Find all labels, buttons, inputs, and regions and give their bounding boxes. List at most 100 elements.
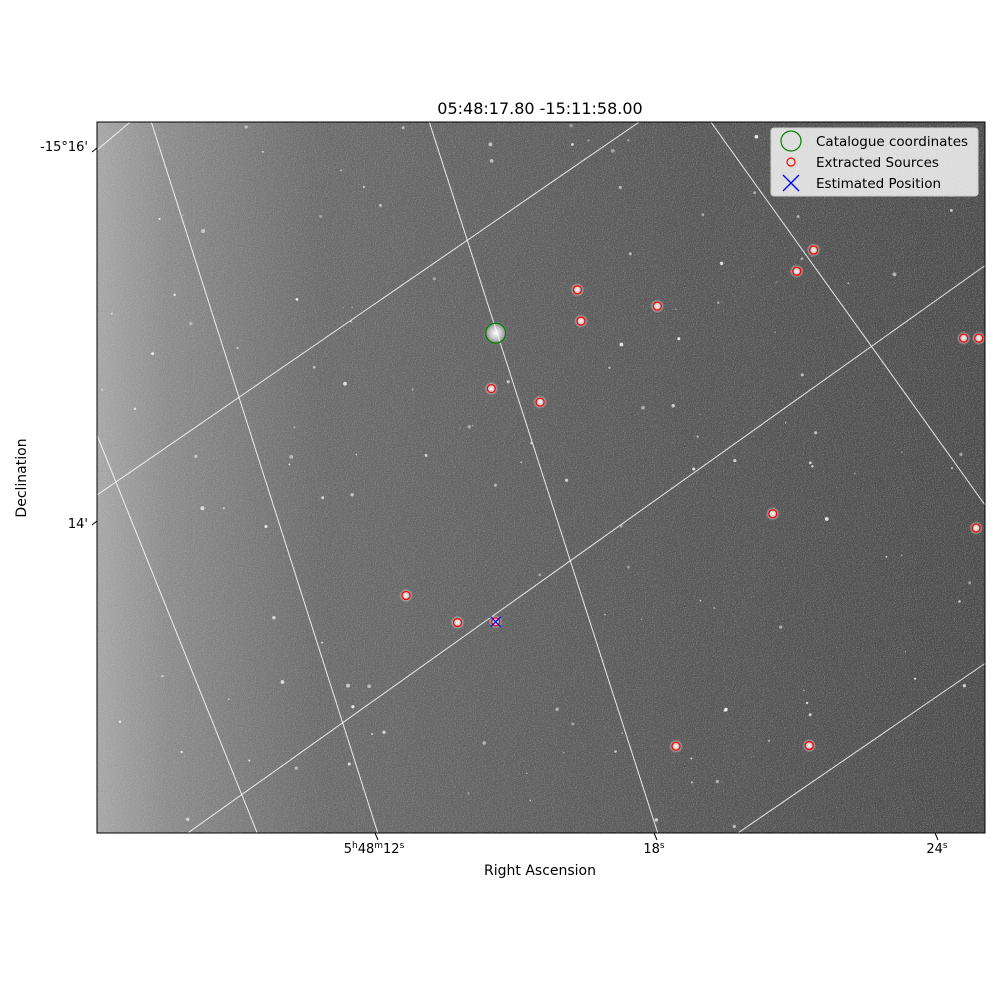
background-star: [459, 427, 461, 429]
background-star: [194, 454, 198, 459]
background-star: [847, 282, 850, 285]
background-star: [677, 337, 681, 341]
background-star: [696, 435, 699, 438]
background-star: [379, 203, 382, 207]
background-star: [627, 565, 630, 569]
x-tick-mark: [653, 832, 658, 841]
background-star: [321, 641, 324, 644]
background-star: [796, 215, 800, 218]
grid-line-ra-3: [710, 122, 985, 506]
background-star: [775, 281, 778, 284]
background-star: [173, 293, 176, 297]
background-star: [555, 707, 559, 712]
x-tick-mark: [374, 832, 379, 841]
background-star: [640, 618, 643, 620]
grid-line-dec-1: [97, 122, 132, 151]
sky-image: [97, 122, 985, 833]
star-glow: [971, 331, 985, 346]
background-star: [701, 213, 705, 217]
background-star: [754, 134, 759, 139]
extracted-source-marker: [535, 397, 545, 407]
background-star: [482, 741, 486, 745]
background-star: [222, 507, 225, 510]
background-star: [180, 750, 183, 754]
y-axis-label: Declination: [14, 438, 30, 517]
y-tick-label: 14': [68, 517, 88, 532]
background-star: [571, 722, 575, 726]
background-star: [343, 381, 347, 386]
background-star: [133, 407, 137, 410]
background-star: [901, 451, 903, 453]
background-star: [808, 713, 812, 717]
background-star: [627, 139, 630, 142]
background-star: [614, 750, 617, 753]
background-star: [201, 229, 206, 233]
background-star: [774, 331, 776, 334]
background-star: [699, 413, 701, 416]
background-star: [261, 150, 264, 153]
background-star: [690, 781, 694, 784]
background-star: [724, 707, 728, 712]
extracted-source-marker: [768, 509, 778, 519]
star-glow: [969, 520, 984, 535]
extracted-source-marker: [792, 266, 802, 276]
background-star: [295, 297, 299, 301]
legend: Catalogue coordinates Extracted Sources …: [770, 127, 979, 197]
background-star: [641, 405, 645, 410]
background-star: [342, 306, 344, 309]
background-star: [471, 424, 474, 427]
x-tick-label: 5h48m12s: [344, 841, 405, 857]
legend-marker-extracted: [786, 157, 796, 167]
background-star: [715, 779, 719, 784]
background-star: [467, 425, 472, 429]
star-glow: [650, 299, 665, 314]
background-star: [189, 321, 193, 326]
background-star: [949, 208, 953, 212]
background-star: [118, 720, 122, 723]
background-star: [717, 301, 720, 304]
legend-box: [770, 127, 979, 197]
background-star: [313, 365, 316, 369]
legend-marker-estimated: [782, 174, 800, 192]
legend-label-catalogue: Catalogue coordinates: [816, 134, 968, 150]
grid-line-ra-2: [428, 122, 659, 833]
plot-frame: [96, 121, 986, 834]
background-star: [962, 684, 967, 688]
background-star: [587, 139, 590, 142]
star-glow: [956, 331, 971, 346]
background-star: [346, 683, 350, 688]
background-star: [571, 143, 574, 146]
star-glow: [570, 282, 585, 297]
background-star: [618, 185, 622, 190]
background-star: [493, 483, 497, 487]
extracted-source-marker: [808, 245, 819, 255]
background-star: [350, 493, 354, 497]
background-star: [280, 680, 285, 684]
grid-line-ra-1: [150, 122, 379, 833]
x-tick-label: 24s: [926, 841, 948, 857]
background-star: [800, 257, 804, 261]
background-star: [236, 346, 239, 350]
markers: [401, 245, 984, 751]
background-star: [401, 126, 405, 130]
background-star: [628, 252, 632, 256]
background-star: [565, 478, 569, 482]
grid-line-dec-2: [97, 122, 641, 496]
background-star: [814, 431, 818, 435]
background-star: [968, 581, 972, 585]
background-star: [713, 607, 716, 609]
background-star: [914, 677, 917, 680]
x-tick-mark: [934, 832, 939, 841]
extracted-source-marker: [671, 741, 681, 751]
background-star: [610, 148, 615, 153]
background-star: [355, 453, 358, 456]
background-star: [185, 817, 190, 822]
grid-line-ra-4: [97, 434, 258, 833]
background-star: [248, 759, 251, 762]
background-star: [621, 732, 624, 735]
background-star: [538, 573, 542, 577]
background-star: [950, 466, 954, 470]
extracted-source-marker: [971, 523, 981, 533]
legend-label-estimated: Estimated Position: [816, 176, 941, 192]
